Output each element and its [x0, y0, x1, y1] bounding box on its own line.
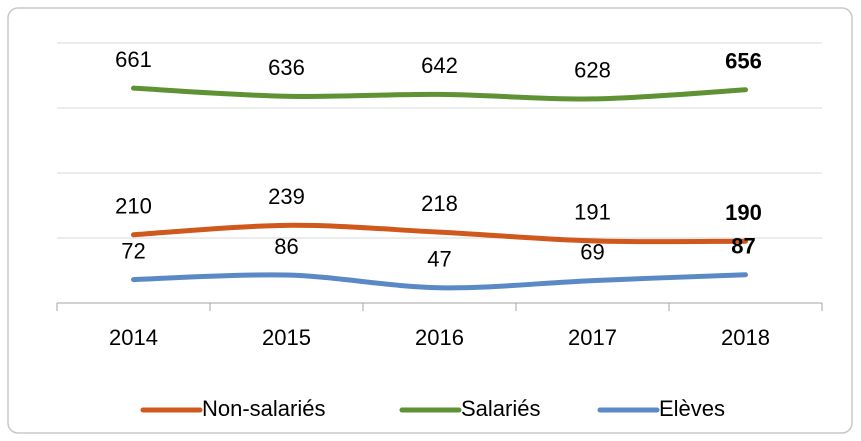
legend-label: Elèves — [659, 396, 725, 421]
legend-label: Non-salariés — [202, 396, 326, 421]
x-tick-label: 2014 — [109, 325, 158, 350]
x-tick-label: 2017 — [568, 325, 617, 350]
series-line — [131, 85, 748, 102]
data-label: 636 — [268, 55, 305, 80]
data-label: 69 — [580, 239, 604, 264]
data-label: 190 — [725, 200, 762, 225]
data-label: 656 — [725, 49, 762, 74]
data-label: 210 — [115, 194, 152, 219]
series-line — [131, 222, 748, 245]
data-label: 87 — [731, 234, 755, 259]
data-label: 72 — [121, 238, 145, 263]
series-line — [131, 272, 748, 291]
x-tick-label: 2015 — [262, 325, 311, 350]
data-label: 218 — [421, 191, 458, 216]
data-label: 86 — [274, 234, 298, 259]
x-tick-label: 2016 — [415, 325, 464, 350]
data-label: 191 — [574, 200, 611, 225]
chart-frame — [7, 7, 853, 434]
data-label: 628 — [574, 58, 611, 83]
data-label: 47 — [427, 247, 451, 272]
data-label: 239 — [268, 184, 305, 209]
x-tick-label: 2018 — [721, 325, 770, 350]
data-label: 642 — [421, 53, 458, 78]
legend-label: Salariés — [461, 396, 540, 421]
data-label: 661 — [115, 47, 152, 72]
